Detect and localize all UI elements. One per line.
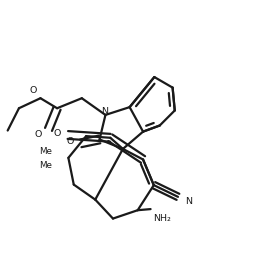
Text: N: N (101, 107, 108, 116)
Text: O: O (67, 137, 74, 146)
Text: Me: Me (39, 160, 52, 170)
Text: O: O (29, 86, 37, 95)
Text: NH₂: NH₂ (153, 214, 171, 223)
Text: O: O (34, 130, 42, 139)
Text: Me: Me (39, 147, 52, 156)
Text: O: O (54, 129, 61, 138)
Text: N: N (185, 197, 192, 206)
